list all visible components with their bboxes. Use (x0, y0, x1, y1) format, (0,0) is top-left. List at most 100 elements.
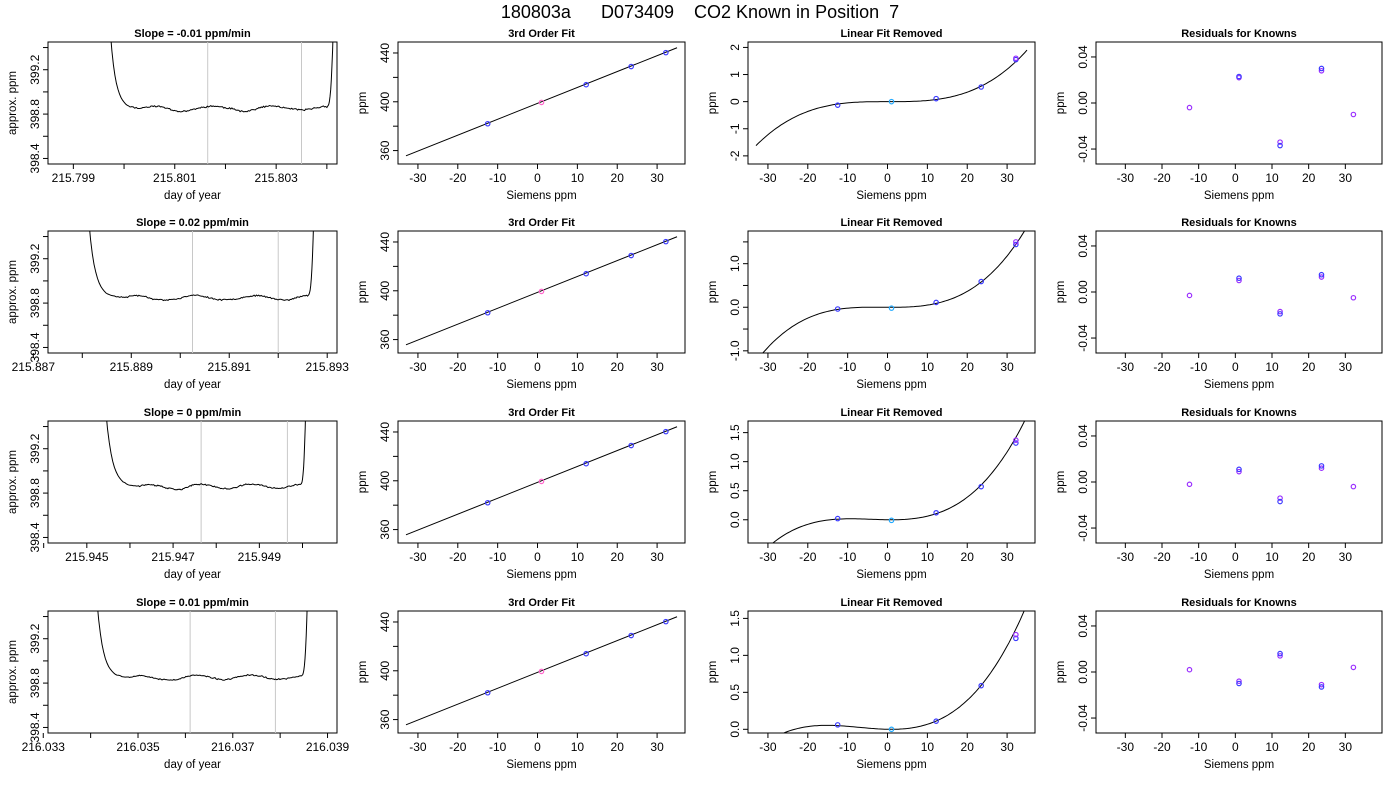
x-axis-label: day of year (164, 569, 221, 581)
x-axis-label: day of year (164, 379, 221, 391)
y-tick-label: 440 (378, 43, 392, 63)
x-tick-label: 0 (884, 171, 891, 185)
x-tick-label: 10 (1265, 740, 1279, 754)
x-axis-label: Siemens ppm (856, 379, 926, 391)
x-axis-label: Siemens ppm (1204, 190, 1274, 202)
data-point (484, 499, 491, 506)
plot-frame (1095, 610, 1383, 734)
x-tick-label: 20 (611, 171, 625, 185)
panel-title: Linear Fit Removed (840, 407, 942, 419)
plot-area (97, 611, 308, 733)
data-point (834, 102, 841, 108)
x-tick-label: 10 (571, 550, 585, 564)
x-tick-label: 215.803 (254, 171, 298, 185)
fit-curve (755, 49, 1028, 146)
panel-title: 3rd Order Fit (508, 407, 575, 419)
x-tick-label: 10 (921, 171, 935, 185)
panel-title: 3rd Order Fit (508, 28, 575, 40)
x-tick-label: -30 (1117, 171, 1135, 185)
x-tick-label: 20 (1302, 171, 1316, 185)
concentration-trace (106, 421, 306, 491)
y-tick-label: 440 (378, 612, 392, 632)
x-tick-label: -30 (759, 360, 777, 374)
panel-r3-c1: 3rd Order Fit -30 -20 -10 0 10 20 30 360 400 440 Si… (357, 597, 686, 771)
y-axis-label: approx. ppm (7, 450, 19, 514)
data-point (834, 515, 841, 522)
x-tick-label: -30 (409, 550, 427, 564)
y-tick-label: 400 (378, 91, 392, 111)
x-tick-label: 10 (571, 740, 585, 754)
data-point (1277, 650, 1283, 657)
x-axis-label: Siemens ppm (506, 569, 576, 581)
data-point (1013, 440, 1019, 446)
plot-frame (1095, 230, 1383, 354)
x-tick-label: 10 (921, 360, 935, 374)
plot-frame (397, 610, 686, 734)
y-tick-label: 400 (378, 280, 392, 300)
y-tick-label: 1.0 (728, 453, 742, 470)
x-tick-label: -20 (449, 740, 467, 754)
y-tick-label: 0 (728, 98, 742, 105)
x-tick-label: 30 (1000, 360, 1014, 374)
data-point (1277, 495, 1283, 501)
plot-frame (47, 420, 338, 544)
x-tick-label: 0 (884, 360, 891, 374)
x-tick-label: 215.801 (153, 171, 197, 185)
x-tick-label: -20 (449, 550, 467, 564)
panel-title: Slope = 0.01 ppm/min (136, 597, 249, 609)
x-axis-label: Siemens ppm (506, 759, 576, 771)
fit-curve (772, 421, 1026, 543)
x-tick-label: 215.945 (65, 550, 109, 564)
data-point (1350, 483, 1357, 490)
x-tick-label: -10 (489, 740, 507, 754)
panel-r2-c0: Slope = 0 ppm/min 215.945 215.947 215.949 39… (7, 407, 338, 581)
y-tick-label: 400 (378, 470, 392, 490)
panel-title: Slope = 0 ppm/min (144, 407, 242, 419)
data-point (1350, 664, 1357, 671)
fit-curve (782, 611, 1025, 733)
data-point (663, 238, 669, 245)
data-point (1013, 635, 1019, 642)
data-point (978, 483, 984, 490)
y-tick-label: -0.04 (1076, 324, 1090, 352)
data-point (1318, 274, 1325, 280)
data-point (484, 689, 491, 696)
y-tick-label: 440 (378, 232, 392, 252)
x-axis-label: Siemens ppm (1204, 569, 1274, 581)
x-tick-label: 20 (961, 550, 975, 564)
x-axis-label: Siemens ppm (856, 759, 926, 771)
data-point (1318, 67, 1325, 74)
x-tick-label: -10 (1190, 740, 1208, 754)
panel-r3-c0: Slope = 0.01 ppm/min 216.033 216.035 216.03… (7, 597, 350, 771)
plot-area (89, 231, 314, 353)
x-tick-label: 0 (884, 550, 891, 564)
x-tick-label: 30 (1000, 171, 1014, 185)
y-tick-label: 2 (728, 44, 742, 51)
y-tick-label: -1 (728, 123, 742, 134)
data-point (933, 95, 939, 102)
plot-area (405, 616, 678, 726)
x-tick-label: 216.033 (22, 740, 66, 754)
y-tick-label: 0.5 (728, 684, 742, 701)
panel-r0-c0: Slope = -0.01 ppm/min 215.799 215.801 215.8… (7, 28, 338, 202)
x-tick-label: 20 (1302, 740, 1316, 754)
y-tick-label: 0.00 (1076, 660, 1090, 684)
data-point (628, 63, 634, 70)
y-tick-label: 440 (378, 422, 392, 442)
y-tick-label: 0.04 (1076, 614, 1090, 638)
x-tick-label: -30 (409, 360, 427, 374)
data-point (583, 81, 589, 88)
panel-title: Linear Fit Removed (840, 28, 942, 40)
y-tick-label: 1.5 (728, 424, 742, 441)
plot-area (1186, 271, 1357, 317)
x-tick-label: 0 (534, 360, 541, 374)
fit-line (405, 236, 678, 346)
x-tick-label: -10 (1190, 171, 1208, 185)
panel-title: Linear Fit Removed (840, 597, 942, 609)
x-tick-label: 30 (650, 740, 664, 754)
panel-title: Slope = 0.02 ppm/min (136, 217, 249, 229)
x-tick-label: 0 (534, 740, 541, 754)
x-tick-label: -30 (759, 171, 777, 185)
data-point (628, 252, 634, 259)
panel-r3-c3: Residuals for Knowns -30 -20 -10 0 10 20 30 -0.0… (1055, 597, 1383, 771)
